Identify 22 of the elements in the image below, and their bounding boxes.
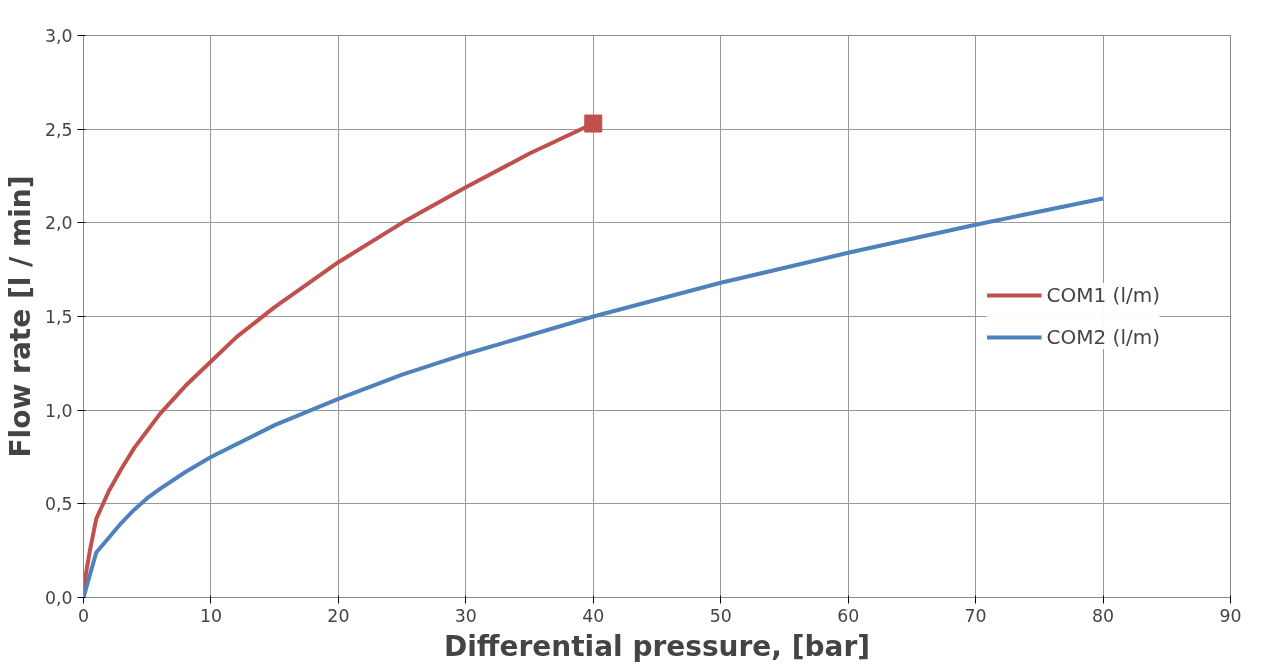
y-tick-label: 0,5 — [44, 494, 73, 515]
x-axis-title: Differential pressure, [bar] — [443, 629, 871, 663]
y-tick-label: 3,0 — [44, 26, 73, 46]
line-series — [83, 196, 1106, 598]
x-tick-label: 70 — [964, 605, 987, 626]
x-tick-label: 10 — [199, 605, 222, 626]
x-tick-label: 0 — [77, 605, 90, 626]
y-tick-label: 2,5 — [44, 119, 73, 140]
y-tick-label: 0,0 — [44, 588, 73, 608]
x-tick-label: 50 — [709, 605, 732, 626]
y-tick-label: 1,5 — [44, 307, 73, 327]
x-tick-label: 20 — [327, 605, 350, 626]
x-tick-label: 30 — [454, 605, 477, 626]
y-tick-label: 2,0 — [44, 213, 73, 234]
x-tick-label: 80 — [1092, 605, 1115, 626]
y-axis-title: Flow rate [l / min] — [3, 175, 37, 458]
x-tick-label: 60 — [837, 605, 860, 626]
x-tick-label: 40 — [582, 605, 605, 626]
x-tick-label: 90 — [1219, 605, 1242, 626]
legend-label: COM2 (l/m) — [1046, 325, 1160, 349]
y-tick-label: 1,0 — [44, 400, 73, 421]
legend-label: COM1 (l/m) — [1046, 283, 1160, 307]
